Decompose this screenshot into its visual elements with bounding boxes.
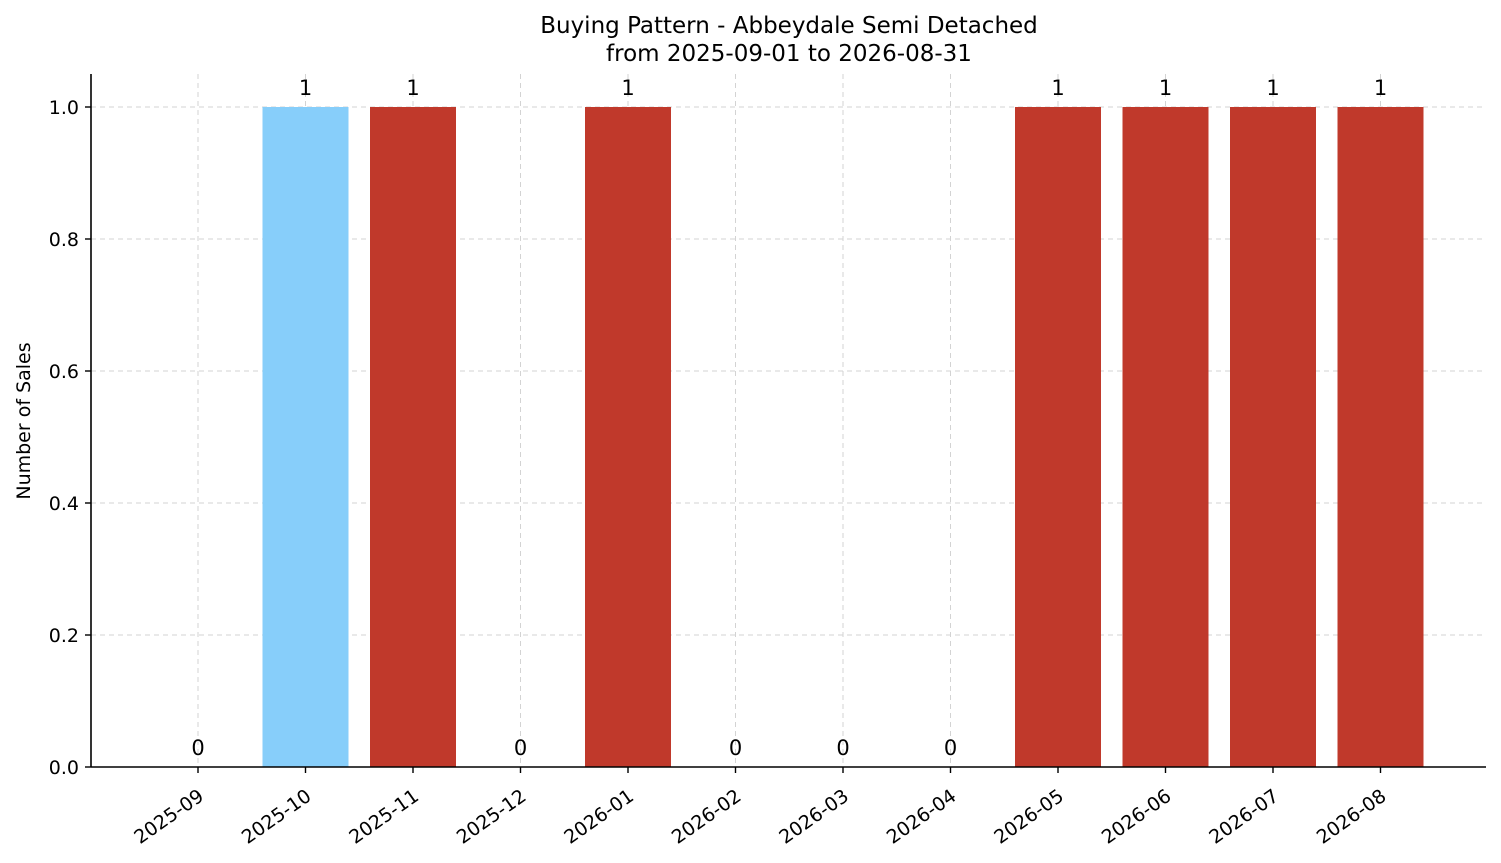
x-tick-label: 2025-12 [453, 785, 531, 849]
data-label: 0 [836, 736, 849, 760]
data-label: 1 [1374, 76, 1387, 100]
x-tick-label: 2025-10 [238, 785, 316, 849]
y-tick-label: 0.0 [49, 757, 79, 779]
y-tick-label: 0.8 [49, 229, 79, 251]
bar-2026-05 [1015, 107, 1101, 767]
y-tick-label: 1.0 [49, 97, 79, 119]
bar-2026-07 [1230, 107, 1316, 767]
y-axis-label: Number of Sales [13, 342, 35, 499]
data-label: 1 [299, 76, 312, 100]
data-label: 0 [514, 736, 527, 760]
data-label: 1 [1266, 76, 1279, 100]
data-label: 1 [1051, 76, 1064, 100]
x-tick-label: 2026-07 [1205, 785, 1283, 849]
x-tick-label: 2026-01 [560, 785, 638, 849]
bar-2026-06 [1122, 107, 1209, 767]
data-label: 0 [729, 736, 742, 760]
chart-title-line2: from 2025-09-01 to 2026-08-31 [606, 41, 972, 67]
x-tick-label: 2026-04 [883, 785, 961, 849]
bar-2026-01 [585, 107, 671, 767]
y-tick-label: 0.6 [49, 361, 79, 383]
x-tick-label: 2026-08 [1313, 785, 1391, 849]
bar-2025-11 [370, 107, 456, 767]
x-tick-label: 2025-11 [345, 785, 423, 849]
data-label: 0 [944, 736, 957, 760]
bar-2026-08 [1337, 107, 1424, 767]
x-tick-label: 2026-03 [775, 785, 853, 849]
y-tick-label: 0.4 [49, 493, 79, 515]
data-label: 0 [191, 736, 204, 760]
x-tick-label: 2026-02 [668, 785, 746, 849]
data-label: 1 [621, 76, 634, 100]
bars-layer [262, 107, 1424, 767]
chart-title-line1: Buying Pattern - Abbeydale Semi Detached [540, 13, 1038, 39]
x-tick-label: 2026-06 [1098, 785, 1176, 849]
x-tick-label: 2025-09 [130, 785, 208, 849]
data-labels-layer: 0 1 1 0 1 0 0 0 1 1 1 1 [191, 76, 1387, 760]
data-label: 1 [1159, 76, 1172, 100]
data-label: 1 [406, 76, 419, 100]
bar-2025-10 [262, 107, 349, 767]
x-tick-label: 2026-05 [990, 785, 1068, 849]
y-tick-label: 0.2 [49, 625, 79, 647]
